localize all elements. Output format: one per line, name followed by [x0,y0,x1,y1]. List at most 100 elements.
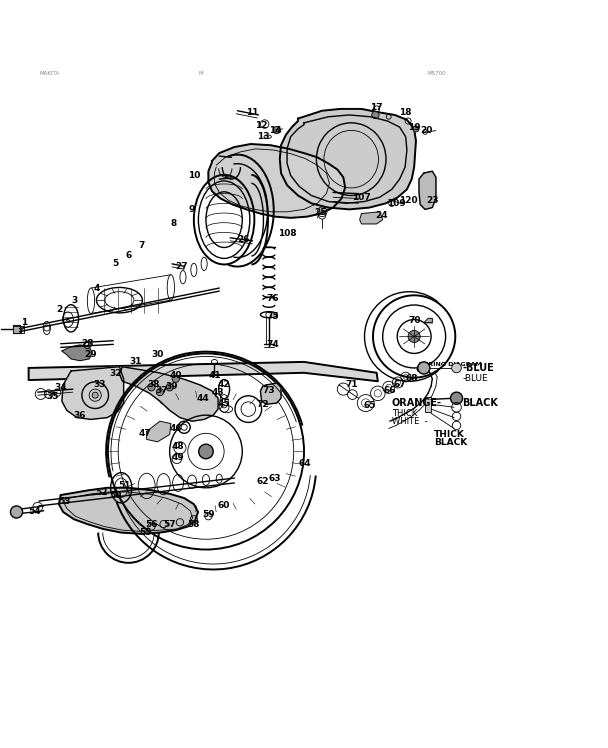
Text: 107: 107 [352,193,371,202]
Text: 109: 109 [387,199,406,208]
Polygon shape [13,325,19,334]
Text: 29: 29 [85,350,97,359]
Text: 63: 63 [269,473,281,482]
Circle shape [172,375,179,382]
Text: 24: 24 [375,211,388,220]
Polygon shape [424,319,432,322]
Text: 33: 33 [93,381,106,390]
Text: M5700: M5700 [428,71,446,76]
Circle shape [371,111,379,119]
Text: 18: 18 [399,108,412,117]
Text: M: M [199,71,204,76]
Text: 38: 38 [148,381,160,390]
Polygon shape [260,383,281,404]
Polygon shape [62,367,123,420]
Text: 48: 48 [172,442,184,451]
Text: 69: 69 [416,365,428,374]
Text: 73: 73 [263,387,275,396]
Polygon shape [119,367,218,421]
Text: 41: 41 [208,371,221,380]
Text: 67: 67 [393,381,406,390]
Text: MAKITA: MAKITA [40,71,60,76]
Circle shape [10,506,22,518]
Text: 74: 74 [266,340,279,349]
Text: 26: 26 [237,235,250,244]
Text: 23: 23 [426,196,438,205]
Polygon shape [147,421,171,442]
Text: 20: 20 [420,126,432,135]
Text: 35: 35 [47,393,59,402]
Text: 2: 2 [56,304,62,313]
Circle shape [408,331,420,343]
Bar [425,397,431,412]
Text: BLACK: BLACK [434,438,468,447]
Text: 42: 42 [218,381,230,390]
Circle shape [199,444,213,459]
Text: 60: 60 [218,501,230,510]
Polygon shape [419,171,436,209]
Text: 54: 54 [29,507,41,516]
Text: ORANGE-: ORANGE- [392,398,442,408]
Text: 1: 1 [21,318,27,327]
Text: 64: 64 [299,459,311,468]
Circle shape [273,126,280,134]
Text: 13: 13 [257,132,269,141]
Text: 52: 52 [95,488,108,497]
Text: THICK: THICK [392,409,417,418]
Text: 49: 49 [171,453,184,462]
Text: 66: 66 [384,387,396,396]
Text: 4: 4 [94,283,100,292]
Text: 3: 3 [71,295,77,304]
Text: -BLUE: -BLUE [463,363,494,373]
Text: 25: 25 [315,208,327,217]
Text: 58: 58 [188,520,200,529]
Text: 53: 53 [59,497,71,506]
Text: 71: 71 [345,381,358,390]
Text: 76: 76 [266,294,279,303]
Text: 47: 47 [139,429,152,438]
Circle shape [413,126,419,132]
Text: WIRING DIAGRAM: WIRING DIAGRAM [419,362,482,367]
Circle shape [452,363,461,373]
Text: 31: 31 [130,358,142,367]
Text: 5: 5 [112,260,119,269]
Circle shape [156,388,164,396]
Text: 57: 57 [164,520,176,529]
Text: 50: 50 [109,491,122,500]
Text: 65: 65 [363,401,376,410]
Text: 44: 44 [196,393,209,402]
Text: -BLUE: -BLUE [463,374,488,383]
Text: 68: 68 [406,374,418,383]
Text: 56: 56 [145,520,157,529]
Polygon shape [360,212,382,224]
Text: 108: 108 [278,229,296,238]
Polygon shape [59,488,198,534]
Text: 32: 32 [109,370,122,378]
Text: 34: 34 [54,384,67,393]
Text: 7: 7 [139,241,145,250]
Text: WHITE  -: WHITE - [392,417,427,426]
Text: 17: 17 [370,103,383,112]
Text: 62: 62 [257,477,269,486]
Circle shape [92,392,98,398]
Polygon shape [29,362,378,381]
Text: 75: 75 [266,312,279,321]
Text: 43: 43 [212,387,224,396]
Text: 8: 8 [171,219,177,228]
Text: 39: 39 [166,381,178,390]
Text: 120: 120 [399,196,418,205]
Text: BLACK: BLACK [463,398,499,408]
Text: 9: 9 [189,205,195,214]
Polygon shape [62,345,92,361]
Circle shape [451,392,463,404]
Text: 55: 55 [139,528,151,537]
Text: 6: 6 [125,251,131,260]
Text: 12: 12 [255,121,268,130]
Text: THICK: THICK [434,430,465,439]
Circle shape [148,384,155,391]
Text: 40: 40 [170,371,182,380]
Circle shape [418,362,430,374]
Text: 30: 30 [151,350,164,359]
Text: 11: 11 [246,108,259,117]
Text: 27: 27 [176,262,188,271]
